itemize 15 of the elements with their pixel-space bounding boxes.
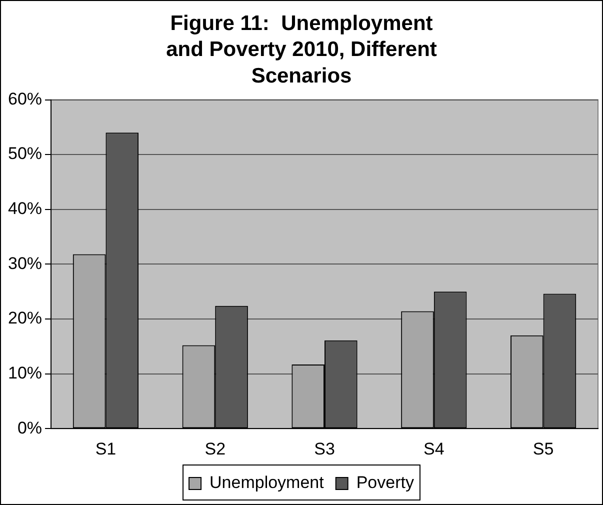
legend-label: Unemployment bbox=[210, 473, 324, 492]
y-tick-label: 60% bbox=[8, 89, 42, 108]
y-tick-label: 40% bbox=[8, 199, 42, 218]
y-tick-label: 20% bbox=[8, 308, 42, 328]
x-tick-label: S2 bbox=[204, 439, 226, 458]
chart-title: Figure 11: Unemployment and Poverty 2010, Different Scenarios bbox=[166, 12, 437, 88]
y-tick-label: 30% bbox=[8, 254, 42, 273]
legend-label: Poverty bbox=[356, 473, 414, 492]
y-tick-label: 50% bbox=[8, 144, 42, 164]
x-tick-label: S3 bbox=[314, 439, 335, 458]
x-tick-label: S1 bbox=[95, 439, 116, 458]
x-tick-label: S4 bbox=[424, 439, 444, 458]
y-tick-label: 10% bbox=[8, 363, 42, 382]
y-tick-label: 0% bbox=[17, 418, 42, 438]
x-tick-label: S5 bbox=[532, 439, 554, 458]
